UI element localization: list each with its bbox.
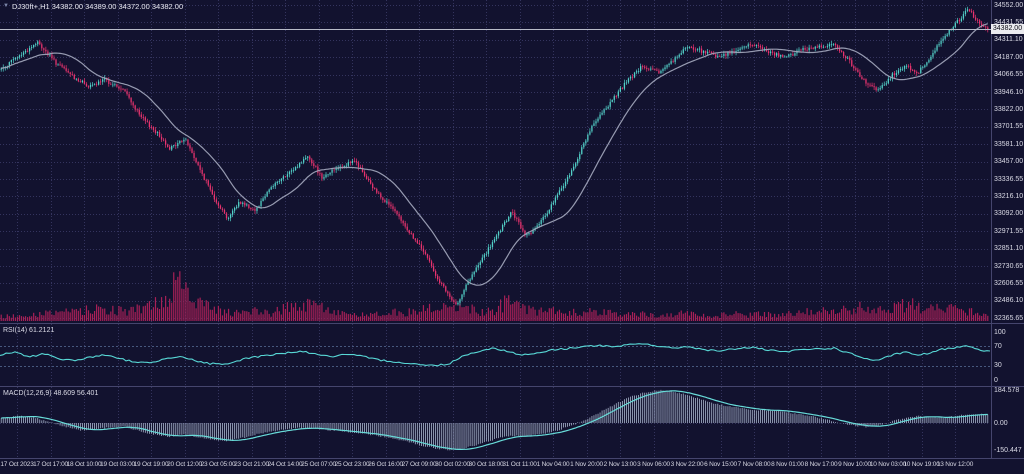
quick-trade-collapse-icon[interactable]: ▼ <box>3 3 9 9</box>
rsi-indicator-label: RSI(14) 61.2121 <box>3 327 55 334</box>
symbol-info: ▼ DJ30ft+,H1 34382.00 34389.00 34372.00 … <box>3 2 183 11</box>
symbol-ohlc-text: DJ30ft+,H1 34382.00 34389.00 34372.00 34… <box>11 2 184 11</box>
current-price-tag: 34382.00 <box>991 24 1024 35</box>
macd-indicator-label: MACD(12,26,9) 48.609 56.401 <box>3 390 99 397</box>
